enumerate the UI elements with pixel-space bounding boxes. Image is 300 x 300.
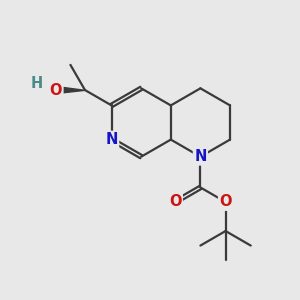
Text: N: N bbox=[194, 149, 207, 164]
Text: H: H bbox=[31, 76, 43, 91]
Text: O: O bbox=[219, 194, 232, 209]
Text: O: O bbox=[169, 194, 182, 209]
Polygon shape bbox=[56, 86, 85, 94]
Text: O: O bbox=[50, 82, 62, 98]
Text: N: N bbox=[105, 132, 118, 147]
